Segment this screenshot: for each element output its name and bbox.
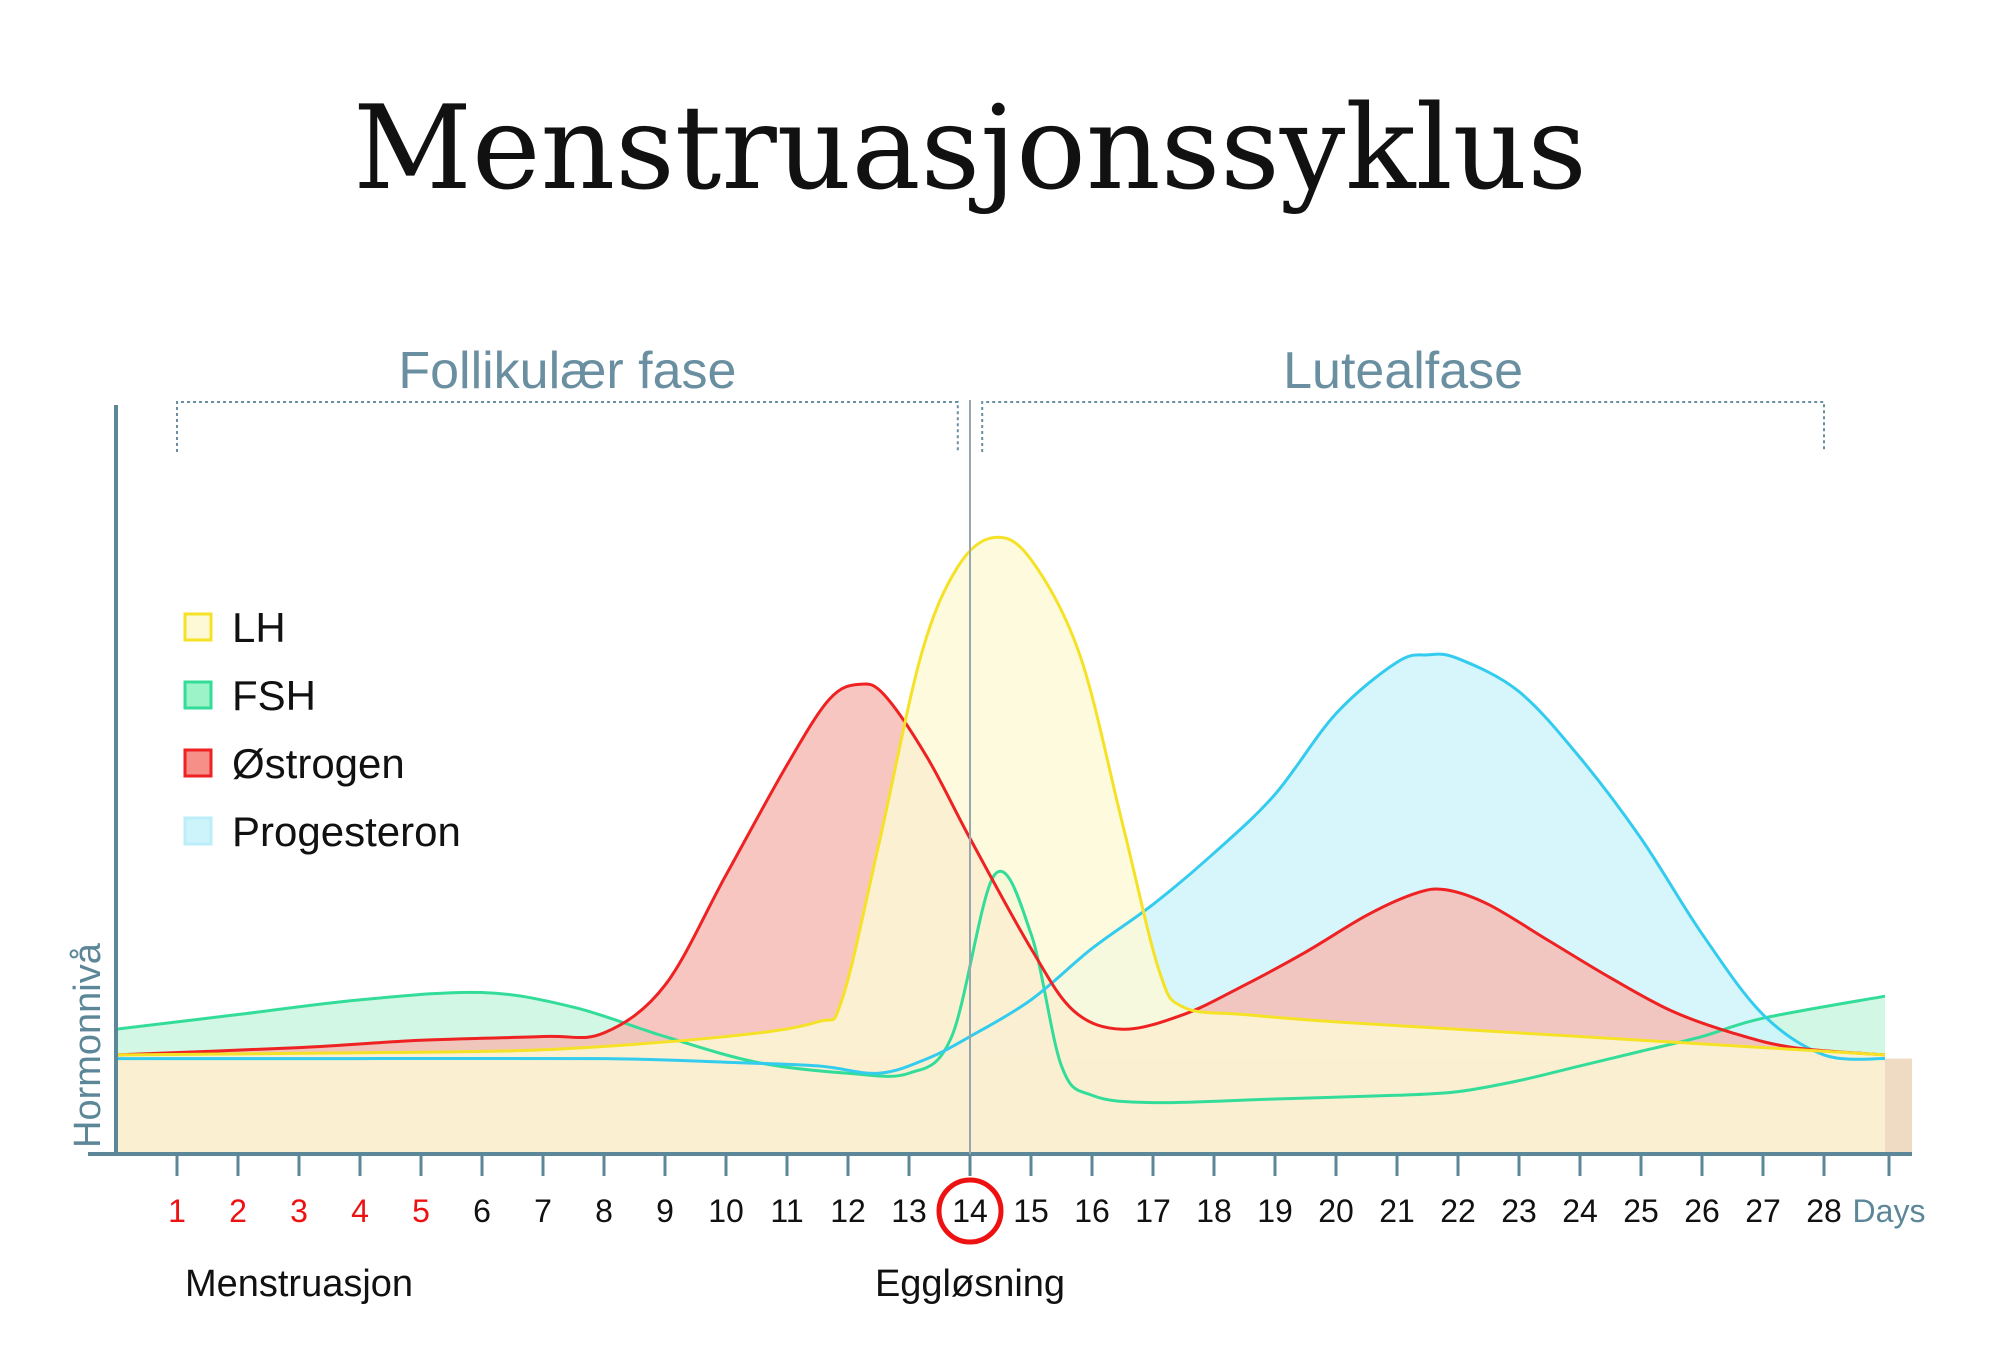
x-axis-label: Days (1853, 1193, 1926, 1229)
ovulation-day-circle (936, 1177, 1004, 1245)
x-tick-label: 22 (1440, 1193, 1476, 1229)
x-tick-label: 12 (830, 1193, 866, 1229)
x-tick-label: 17 (1135, 1193, 1171, 1229)
x-tick-label: 24 (1562, 1193, 1598, 1229)
x-tick-label: 2 (229, 1193, 247, 1229)
legend-label-fsh: FSH (232, 672, 316, 719)
x-tick-label: 15 (1013, 1193, 1049, 1229)
legend-swatch-lh (183, 612, 213, 642)
x-tick-label: 23 (1501, 1193, 1537, 1229)
legend-swatch-fsh (183, 680, 213, 710)
legend-label--strogen: Østrogen (232, 740, 405, 787)
x-tick-label: 7 (534, 1193, 552, 1229)
x-tick-label: 6 (473, 1193, 491, 1229)
annotation-eggl-sning: Eggløsning (875, 1263, 1065, 1305)
x-tick-label: 20 (1318, 1193, 1354, 1229)
hormone-lines (115, 535, 1886, 1105)
phase-bracket-lutealfase (981, 401, 1825, 452)
line-fsh (115, 869, 1886, 1105)
x-tick-label: 11 (770, 1193, 803, 1229)
line-lh (115, 535, 1886, 1057)
phase-label-lutealfase: Lutealfase (1283, 342, 1523, 400)
x-tick-label: 10 (708, 1193, 744, 1229)
legend: LH FSH Østrogen Progesteron (183, 604, 461, 855)
y-axis-label: Hormonnivå (67, 942, 109, 1148)
x-tick-label: 19 (1257, 1193, 1293, 1229)
legend-label-lh: LH (232, 604, 286, 651)
x-tick-label: 16 (1074, 1193, 1110, 1229)
legend-swatch--strogen (183, 748, 213, 778)
x-tick-label: 9 (656, 1193, 674, 1229)
x-tick-label: 21 (1379, 1193, 1415, 1229)
line--strogen (115, 682, 1886, 1057)
annotation-menstruasjon: Menstruasjon (185, 1263, 413, 1305)
phase-brackets: Follikulær fase Lutealfase (176, 342, 1825, 452)
x-tick-label: 1 (168, 1193, 186, 1229)
x-tick-label: 13 (891, 1193, 927, 1229)
x-tick-label: 27 (1745, 1193, 1781, 1229)
x-tick-label: 8 (595, 1193, 613, 1229)
x-tick-label: 26 (1684, 1193, 1720, 1229)
x-tick-label: 14 (952, 1193, 988, 1229)
x-tick-label: 25 (1623, 1193, 1659, 1229)
annotations: Menstruasjon Eggløsning (185, 1263, 1065, 1305)
line-progesteron (116, 652, 1886, 1075)
phase-label-follikul-r-fase: Follikulær fase (398, 342, 736, 400)
x-tick-label: 18 (1196, 1193, 1232, 1229)
x-tick-label: 28 (1806, 1193, 1842, 1229)
x-tick-label: 5 (412, 1193, 430, 1229)
x-tick-labels: 1 2 3 4 5 6 7 8 9 10 11 12 13 14 15 16 17 18 19 20 21 22 23 24 2… (168, 1154, 1926, 1245)
x-tick-label: 3 (290, 1193, 308, 1229)
phase-bracket-follikul-r-fase (176, 401, 959, 452)
area-lh (116, 537, 1885, 1154)
axes: Hormonnivå (67, 400, 1912, 1156)
legend-label-progesteron: Progesteron (232, 808, 461, 855)
legend-swatch-progesteron (183, 816, 213, 846)
chart-title: Menstruasjonssyklus (353, 81, 1587, 216)
x-tick-label: 4 (351, 1193, 369, 1229)
